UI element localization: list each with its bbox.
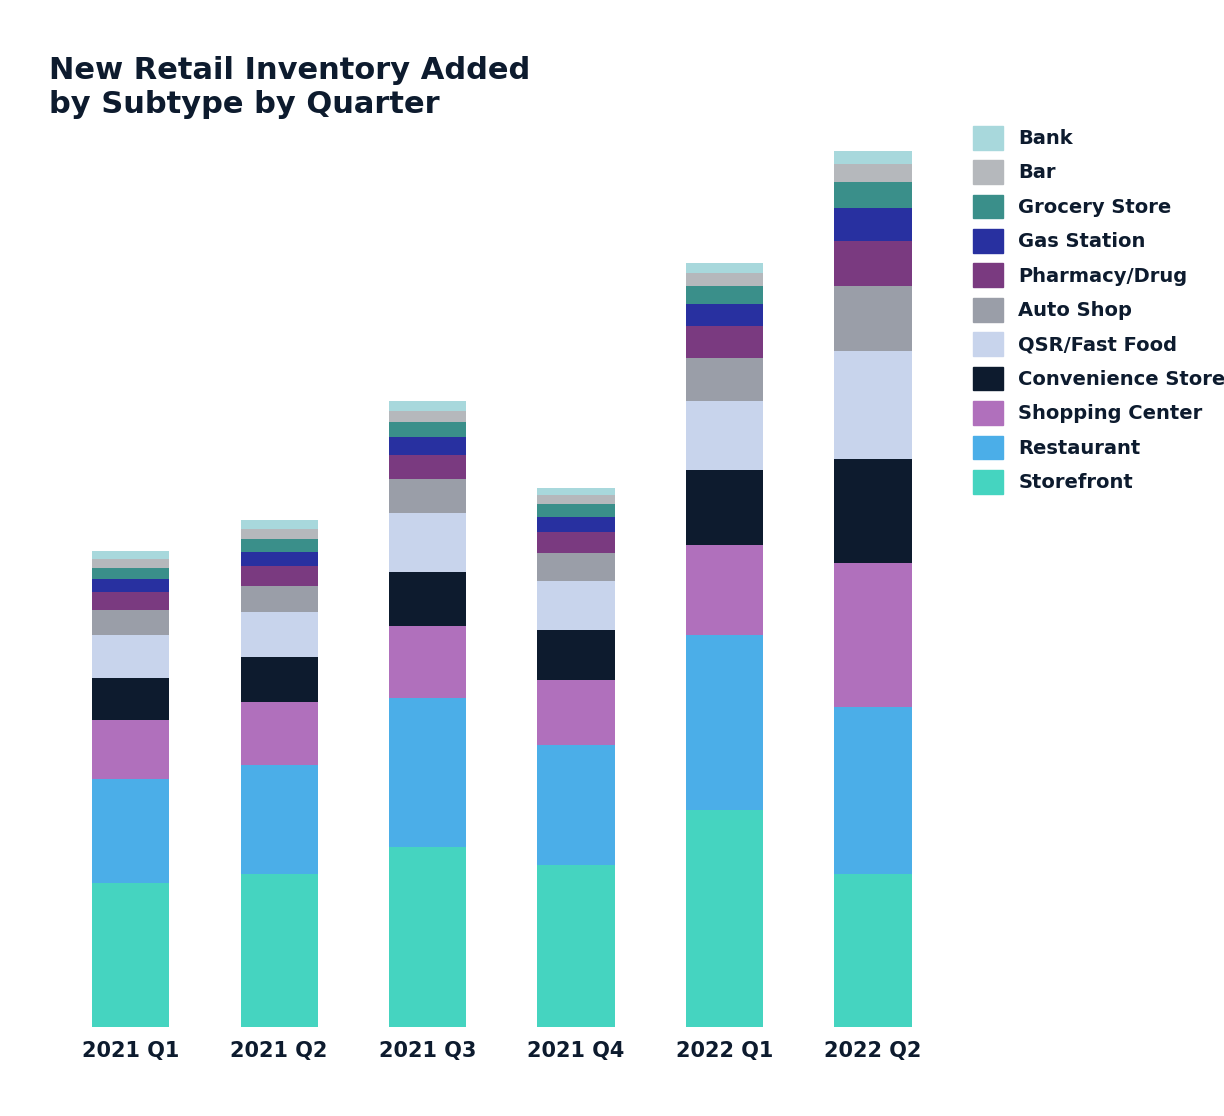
- Bar: [240, 586, 318, 613]
- Text: New Retail Inventory Added
by Subtype by Quarter: New Retail Inventory Added by Subtype by…: [49, 57, 530, 119]
- Bar: [685, 545, 764, 635]
- Bar: [389, 454, 466, 480]
- Bar: [685, 326, 764, 358]
- Bar: [835, 706, 912, 874]
- Bar: [835, 182, 912, 209]
- Bar: [92, 568, 169, 579]
- Bar: [389, 698, 466, 847]
- Bar: [835, 562, 912, 706]
- Bar: [240, 566, 318, 586]
- Bar: [835, 352, 912, 459]
- Bar: [685, 810, 764, 1027]
- Bar: [835, 459, 912, 562]
- Bar: [537, 631, 614, 680]
- Bar: [685, 263, 764, 273]
- Bar: [685, 358, 764, 401]
- Bar: [92, 559, 169, 568]
- Bar: [240, 529, 318, 539]
- Bar: [389, 401, 466, 411]
- Bar: [835, 152, 912, 164]
- Bar: [835, 874, 912, 1027]
- Bar: [92, 779, 169, 883]
- Bar: [537, 865, 614, 1027]
- Bar: [92, 579, 169, 591]
- Bar: [240, 520, 318, 529]
- Bar: [92, 677, 169, 721]
- Bar: [537, 552, 614, 580]
- Bar: [389, 422, 466, 436]
- Bar: [240, 613, 318, 657]
- Legend: Bank, Bar, Grocery Store, Gas Station, Pharmacy/Drug, Auto Shop, QSR/Fast Food, : Bank, Bar, Grocery Store, Gas Station, P…: [973, 126, 1224, 493]
- Bar: [240, 539, 318, 552]
- Bar: [835, 286, 912, 352]
- Bar: [537, 517, 614, 532]
- Bar: [240, 702, 318, 766]
- Bar: [92, 610, 169, 635]
- Bar: [835, 241, 912, 286]
- Bar: [685, 401, 764, 470]
- Bar: [685, 635, 764, 810]
- Bar: [835, 164, 912, 182]
- Bar: [240, 657, 318, 702]
- Bar: [685, 470, 764, 545]
- Bar: [537, 745, 614, 865]
- Bar: [240, 766, 318, 874]
- Bar: [389, 436, 466, 454]
- Bar: [537, 532, 614, 552]
- Bar: [685, 286, 764, 304]
- Bar: [685, 273, 764, 286]
- Bar: [92, 883, 169, 1027]
- Bar: [389, 847, 466, 1027]
- Bar: [389, 513, 466, 571]
- Bar: [389, 626, 466, 698]
- Bar: [240, 874, 318, 1027]
- Bar: [537, 488, 614, 496]
- Bar: [537, 680, 614, 745]
- Bar: [685, 304, 764, 326]
- Bar: [92, 591, 169, 610]
- Bar: [389, 480, 466, 513]
- Bar: [92, 721, 169, 779]
- Bar: [835, 209, 912, 241]
- Bar: [537, 504, 614, 517]
- Bar: [92, 635, 169, 677]
- Bar: [240, 552, 318, 566]
- Bar: [92, 551, 169, 559]
- Bar: [537, 580, 614, 631]
- Bar: [389, 571, 466, 626]
- Bar: [537, 496, 614, 504]
- Bar: [389, 411, 466, 422]
